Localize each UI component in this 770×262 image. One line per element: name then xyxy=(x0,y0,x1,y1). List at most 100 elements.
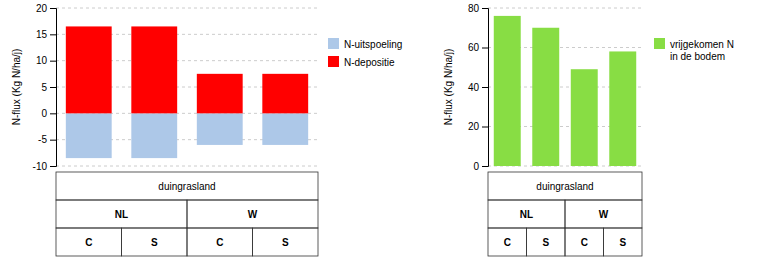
category-label: S xyxy=(282,237,289,248)
table-cell xyxy=(488,228,527,256)
y-tick: 60 xyxy=(468,42,488,53)
bar xyxy=(262,113,308,145)
y-tick: 15 xyxy=(36,29,56,40)
y-tick: 20 xyxy=(36,3,56,14)
bar xyxy=(494,16,521,166)
y-tick: 40 xyxy=(468,82,488,93)
table-cell xyxy=(56,228,122,256)
y-tick: -5 xyxy=(38,134,56,145)
table-cell xyxy=(527,228,566,256)
y-tick: 0 xyxy=(473,161,488,172)
y-tick-label: 20 xyxy=(468,121,480,132)
group-title: duingrasland xyxy=(158,181,215,192)
y-tick-mark xyxy=(50,34,56,35)
legend-item: N-uitspoeling xyxy=(328,38,402,50)
y-axis-line xyxy=(482,9,489,167)
y-tick-label: 15 xyxy=(36,29,48,40)
category-label: C xyxy=(581,237,588,248)
y-tick-mark xyxy=(50,8,56,9)
chart: 0 20 40 60 80 N-flux (Kg N/ha/j) vrijgekomen N… xyxy=(443,3,734,256)
bar xyxy=(609,51,636,166)
y-axis-title: N-flux (Kg N/ha/j) xyxy=(11,49,22,126)
table-cell xyxy=(56,200,187,228)
y-tick-mark xyxy=(482,166,488,167)
y-tick-mark xyxy=(50,113,56,114)
y-tick-mark xyxy=(50,140,56,141)
table-cell xyxy=(122,228,188,256)
y-axis: -10 -5 0 5 10 15 20 xyxy=(33,3,57,172)
legend-item: N-depositie xyxy=(328,56,395,68)
group-label: NL xyxy=(115,209,128,220)
y-tick: -10 xyxy=(33,161,56,172)
y-tick-mark xyxy=(50,166,56,167)
table-cell xyxy=(56,172,318,200)
grid xyxy=(488,8,642,166)
y-tick-label: 40 xyxy=(468,82,480,93)
y-tick-mark xyxy=(482,87,488,88)
bar xyxy=(197,74,243,114)
y-tick-mark xyxy=(50,87,56,88)
table-cell xyxy=(187,228,253,256)
chart-page: -10 -5 0 5 10 15 20 N-flux (Kg N/ha/j) N-uitspoe… xyxy=(0,0,770,262)
y-tick-mark xyxy=(482,127,488,128)
bars xyxy=(494,16,636,166)
legend: N-uitspoeling N-depositie xyxy=(328,38,402,68)
y-tick: 5 xyxy=(41,82,56,93)
group-label: W xyxy=(599,209,609,220)
category-label: C xyxy=(504,237,511,248)
bar xyxy=(131,26,177,113)
y-tick-label: 60 xyxy=(468,42,480,53)
y-tick-label: 10 xyxy=(36,55,48,66)
y-tick: 80 xyxy=(468,3,488,14)
legend: vrijgekomen Nin de bodem xyxy=(654,38,734,62)
group-title: duingrasland xyxy=(536,181,593,192)
y-tick-label: -5 xyxy=(38,134,47,145)
bar xyxy=(262,74,308,114)
category-table: duingraslandNLWCSCS xyxy=(56,172,318,256)
y-axis-line xyxy=(50,9,57,167)
table-cell xyxy=(488,172,642,200)
bar xyxy=(131,113,177,158)
y-axis-title: N-flux (Kg N/ha/j) xyxy=(443,49,454,126)
y-tick: 10 xyxy=(36,55,56,66)
bar xyxy=(66,113,112,158)
y-tick-label: 0 xyxy=(473,161,479,172)
category-table: duingrasland NL W C S C S xyxy=(488,172,642,256)
grid xyxy=(56,8,318,166)
grid-line xyxy=(56,166,318,167)
y-tick: 20 xyxy=(468,121,488,132)
legend-swatch xyxy=(328,56,339,67)
y-tick-mark xyxy=(482,8,488,9)
table-cell xyxy=(565,228,604,256)
legend-swatch xyxy=(654,38,665,49)
bar xyxy=(571,69,598,166)
legend-swatch xyxy=(328,38,339,49)
table-cell xyxy=(253,228,319,256)
legend-label: vrijgekomen Nin de bodem xyxy=(670,39,734,62)
y-tick-label: -10 xyxy=(33,161,48,172)
category-label: S xyxy=(619,237,626,248)
y-tick-mark xyxy=(50,61,56,62)
y-tick-label: 80 xyxy=(468,3,480,14)
category-label: S xyxy=(542,237,549,248)
category-label: C xyxy=(85,237,92,248)
bar xyxy=(197,113,243,145)
y-tick-label: 20 xyxy=(36,3,48,14)
category-label: C xyxy=(216,237,223,248)
bar xyxy=(532,28,559,166)
table-cell xyxy=(604,228,643,256)
bar xyxy=(66,26,112,113)
y-tick-mark xyxy=(482,48,488,49)
y-tick: 0 xyxy=(41,108,56,119)
bars xyxy=(66,26,308,158)
chart: -10 -5 0 5 10 15 20 N-flux (Kg N/ha/j) N-uitspoe… xyxy=(11,3,402,256)
category-label: S xyxy=(151,237,158,248)
grid-line xyxy=(56,8,318,9)
grid-line xyxy=(488,8,642,9)
table-cell xyxy=(187,200,318,228)
legend-label: N-uitspoeling xyxy=(344,39,402,50)
legend-item: vrijgekomen Nin de bodem xyxy=(654,38,734,62)
group-label: NL xyxy=(520,209,533,220)
y-tick-label: 5 xyxy=(41,82,47,93)
table-cell xyxy=(565,200,642,228)
